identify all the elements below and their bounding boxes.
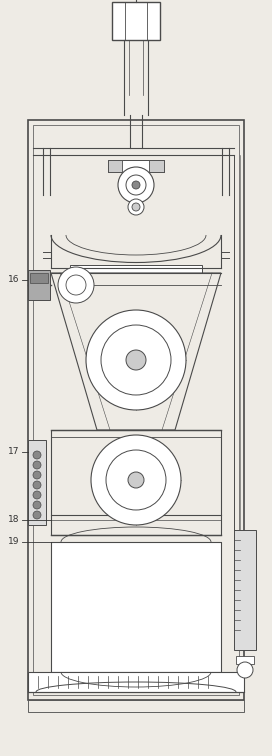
Circle shape [101,325,171,395]
Circle shape [33,491,41,499]
Text: 19: 19 [8,538,20,547]
Circle shape [128,472,144,488]
Circle shape [33,451,41,459]
Bar [70,265,202,273]
Bar [28,120,244,700]
Circle shape [126,350,146,370]
Bar [28,672,244,692]
Circle shape [33,481,41,489]
Circle shape [128,199,144,215]
Bar [112,2,160,40]
Text: 16: 16 [8,275,20,284]
Text: 17: 17 [8,448,20,457]
Bar [30,273,48,283]
Circle shape [237,662,253,678]
Bar [33,125,239,695]
Bar [51,542,221,672]
Circle shape [118,167,154,203]
Bar [234,530,256,650]
Circle shape [91,435,181,525]
Circle shape [126,175,146,195]
Text: 18: 18 [8,516,20,525]
Bar [236,656,254,664]
Circle shape [86,310,186,410]
Circle shape [132,181,140,189]
Bar [28,270,50,300]
Bar [108,160,122,172]
Circle shape [58,267,94,303]
Bar [28,700,244,712]
Bar [149,160,164,172]
Circle shape [132,203,140,211]
Circle shape [33,461,41,469]
Bar [51,430,221,535]
Circle shape [33,511,41,519]
Bar [108,160,164,172]
Circle shape [33,501,41,509]
Circle shape [66,275,86,295]
Bar [28,440,46,525]
Circle shape [33,471,41,479]
Circle shape [106,450,166,510]
